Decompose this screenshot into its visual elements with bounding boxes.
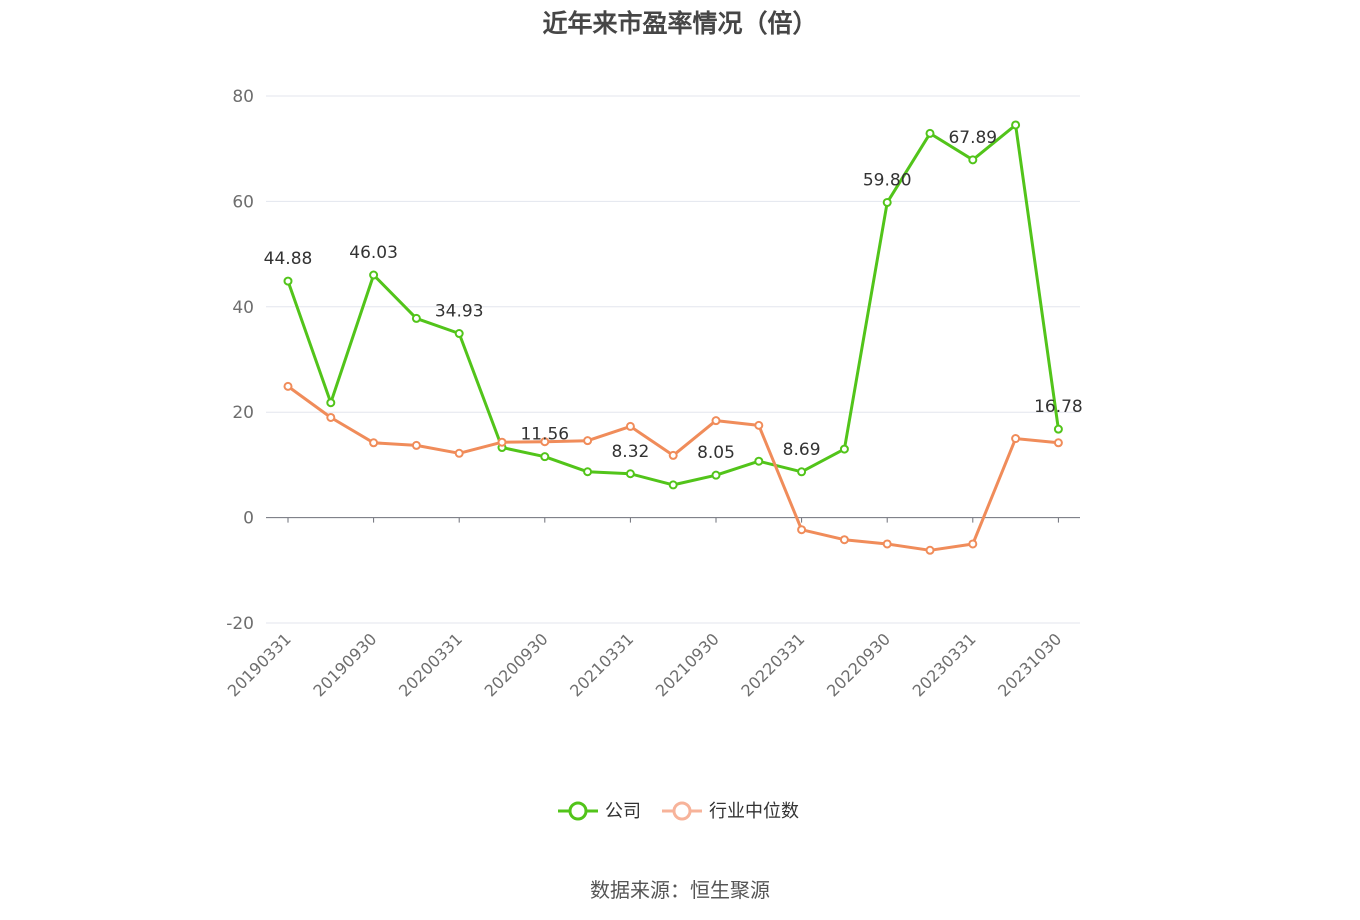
data-point xyxy=(968,155,978,165)
data-point xyxy=(497,437,507,447)
data-label: 8.69 xyxy=(783,440,821,460)
series-line-industry-median xyxy=(287,385,1059,552)
legend: 公司 行业中位数 xyxy=(558,801,799,822)
data-point xyxy=(754,456,764,466)
data-point xyxy=(839,535,849,545)
data-label: 44.88 xyxy=(264,249,313,269)
data-label: 8.32 xyxy=(611,442,649,462)
y-tick-label: 0 xyxy=(243,509,254,529)
x-tick-label: 20190331 xyxy=(224,629,295,700)
data-label: 11.56 xyxy=(520,425,569,445)
data-label: 67.89 xyxy=(948,128,997,148)
data-point xyxy=(326,398,336,408)
data-point xyxy=(583,467,593,477)
data-point xyxy=(668,480,678,490)
data-label: 34.93 xyxy=(435,302,484,322)
x-tick-label: 20220331 xyxy=(737,629,808,700)
data-point xyxy=(754,420,764,430)
data-point xyxy=(411,440,421,450)
y-tick-label: -20 xyxy=(226,614,254,634)
y-tick-label: 40 xyxy=(232,298,254,318)
data-source-note: 数据来源：恒生聚源 xyxy=(590,878,770,902)
data-point xyxy=(454,329,464,339)
x-tick-label: 20210930 xyxy=(652,629,723,700)
data-point xyxy=(583,436,593,446)
data-point xyxy=(882,539,892,549)
data-label: 8.05 xyxy=(697,443,735,463)
x-tick-label: 20190930 xyxy=(309,629,380,700)
data-point xyxy=(283,381,293,391)
data-label: 59.80 xyxy=(863,170,912,190)
data-point xyxy=(925,545,935,555)
data-point xyxy=(668,450,678,460)
legend-swatch-marker xyxy=(672,801,692,821)
data-label: 46.03 xyxy=(349,243,398,263)
data-point xyxy=(369,270,379,280)
series-line-company xyxy=(286,123,1060,487)
data-point xyxy=(882,197,892,207)
y-tick-label: 20 xyxy=(232,403,254,423)
data-point xyxy=(454,448,464,458)
series-layer xyxy=(283,120,1063,555)
data-point xyxy=(797,467,807,477)
data-point xyxy=(711,470,721,480)
data-label: 16.78 xyxy=(1034,397,1083,417)
data-point xyxy=(283,276,293,286)
data-point xyxy=(711,416,721,426)
data-point xyxy=(968,539,978,549)
x-tick-label: 20230331 xyxy=(909,629,980,700)
data-point xyxy=(540,452,550,462)
data-label-layer: 44.88 46.03 34.93 11.56 8.32 8.05 8.69 59.80 67.… xyxy=(264,128,1083,463)
legend-label: 行业中位数 xyxy=(709,801,799,822)
x-tick-label: 20200930 xyxy=(481,629,552,700)
data-point xyxy=(1053,438,1063,448)
data-point xyxy=(797,525,807,535)
data-point xyxy=(625,421,635,431)
chart-title: 近年来市盈率情况（倍） xyxy=(542,9,818,38)
data-point xyxy=(1011,434,1021,444)
data-point xyxy=(925,128,935,138)
data-point xyxy=(369,438,379,448)
data-point xyxy=(625,469,635,479)
legend-label: 公司 xyxy=(605,801,641,822)
x-tick-label: 20210331 xyxy=(566,629,637,700)
x-tick-label: 20220930 xyxy=(823,629,894,700)
data-point xyxy=(839,444,849,454)
grid-layer xyxy=(266,95,1080,624)
data-point xyxy=(1011,120,1021,130)
data-point xyxy=(411,313,421,323)
data-point xyxy=(540,437,550,447)
x-tick-label: 20200331 xyxy=(395,629,466,700)
y-tick-label: 80 xyxy=(232,87,254,107)
data-point xyxy=(326,412,336,422)
legend-swatch-marker xyxy=(568,801,588,821)
data-point xyxy=(1053,424,1063,434)
x-tick-label: 20231030 xyxy=(994,629,1065,700)
y-tick-label: 60 xyxy=(232,192,254,212)
